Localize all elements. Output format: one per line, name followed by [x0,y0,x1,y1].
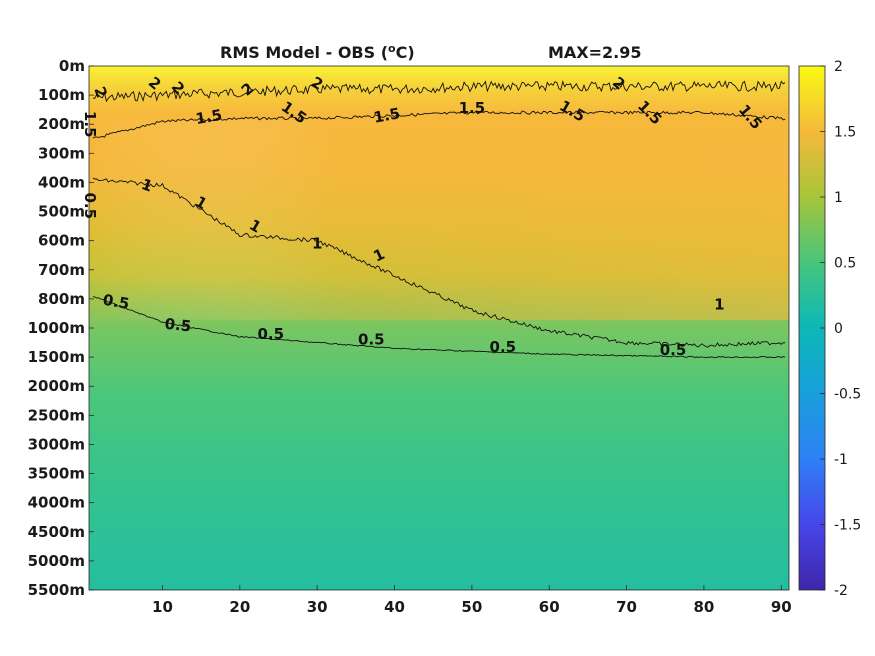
y-tick-label: 2500m [28,406,85,424]
x-tick-label: 10 [152,598,173,616]
colorbar-tick-label: 0 [834,321,843,337]
colorbar-tick-label: 1.5 [834,125,856,141]
colorbar-tick-label: 1 [834,190,843,206]
max-label: MAX=2.95 [548,43,642,62]
contour-label: 0.5 [101,291,130,313]
y-tick-label: 5500m [28,581,85,599]
contour-label: 1 [714,296,724,314]
contour-layer [92,80,786,359]
contour-line-0-5 [92,296,786,359]
colorbar-tick-label: -2 [834,583,848,599]
y-tick-label: 800m [38,290,85,308]
x-axis: 10 20 30 40 50 60 70 80 90 [152,585,792,616]
colorbar-tick-label: 2 [834,59,843,75]
x-tick-label: 70 [616,598,637,616]
colorbar-tick-label: 0.5 [834,256,856,272]
y-axis: 0m 100m 200m 300m 400m 500m 600m 700m 800m 1000m 1… [28,57,94,599]
colorbar-ticks: 2 1.5 1 0.5 0 -0.5 -1 -1.5 -2 [820,59,861,599]
chart-title: RMS Model - OBS (oC) [220,42,415,62]
contour-line-2 [92,80,786,103]
y-tick-label: 4000m [28,494,85,512]
y-tick-label: 5000m [28,552,85,570]
contour-label: 0.5 [257,325,284,343]
y-tick-label: 0m [59,57,85,75]
y-tick-label: 3500m [28,465,85,483]
y-tick-label: 600m [38,232,85,250]
y-tick-label: 300m [38,144,85,162]
x-tick-label: 90 [771,598,792,616]
x-tick-label: 40 [384,598,405,616]
contour-label: 0.5 [81,192,99,219]
y-tick-label: 3000m [28,435,85,453]
x-tick-label: 80 [693,598,714,616]
x-tick-label: 20 [229,598,250,616]
y-tick-label: 1500m [28,348,85,366]
heatmap-upper-warm-band [89,120,789,320]
contour-line-1 [92,177,786,348]
contour-label: 0.5 [490,338,517,356]
colorbar: 2 1.5 1 0.5 0 -0.5 -1 -1.5 -2 [798,59,861,599]
heatmap-field [88,65,790,591]
y-tick-label: 700m [38,261,85,279]
x-tick-label: 60 [539,598,560,616]
colorbar-tick-label: -0.5 [834,387,861,403]
contour-label: 0.5 [358,331,385,349]
contour-label: 1.5 [372,104,401,126]
contour-label: 1.5 [459,99,486,117]
y-tick-label: 200m [38,115,85,133]
y-tick-label: 2000m [28,377,85,395]
y-tick-label: 1000m [28,319,85,337]
contour-line-1-5 [92,110,786,139]
colorbar-tick-label: -1 [834,452,848,468]
x-tick-label: 30 [307,598,328,616]
y-tick-label: 400m [38,173,85,191]
y-tick-label: 100m [38,86,85,104]
y-tick-label: 500m [38,203,85,221]
colorbar-tick-label: -1.5 [834,518,861,534]
contour-label: 1 [312,235,322,253]
contour-label: 0.5 [164,315,192,336]
contour-label: 1.5 [194,106,223,128]
y-tick-label: 4500m [28,523,85,541]
x-tick-label: 50 [461,598,482,616]
contour-label: 0.5 [660,341,687,359]
